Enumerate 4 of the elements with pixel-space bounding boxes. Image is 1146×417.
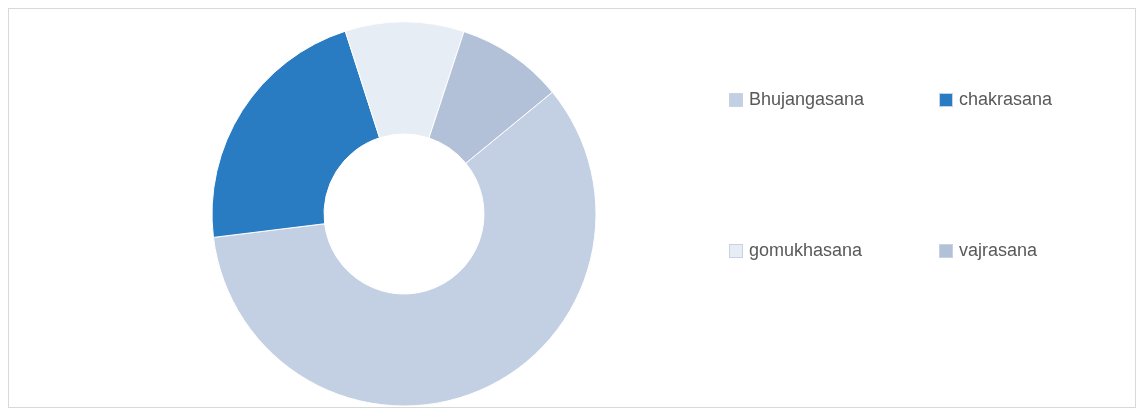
- legend-label: Bhujangasana: [749, 89, 865, 110]
- legend-label: gomukhasana: [749, 240, 863, 261]
- legend-label: chakrasana: [959, 89, 1053, 110]
- legend-label: vajrasana: [959, 240, 1038, 261]
